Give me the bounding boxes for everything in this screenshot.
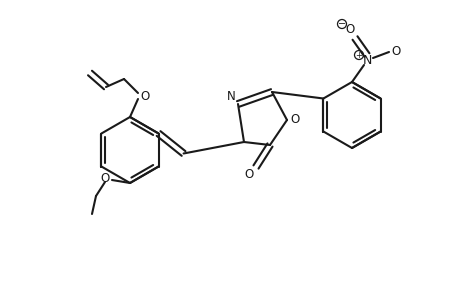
- Text: O: O: [100, 172, 109, 184]
- Text: O: O: [140, 89, 149, 103]
- Text: O: O: [345, 22, 354, 35]
- Text: N: N: [226, 89, 235, 103]
- Text: +: +: [355, 50, 362, 59]
- Text: N: N: [362, 53, 371, 67]
- Text: −: −: [337, 19, 345, 29]
- Text: O: O: [391, 44, 400, 58]
- Text: O: O: [290, 112, 299, 125]
- Text: O: O: [244, 169, 253, 182]
